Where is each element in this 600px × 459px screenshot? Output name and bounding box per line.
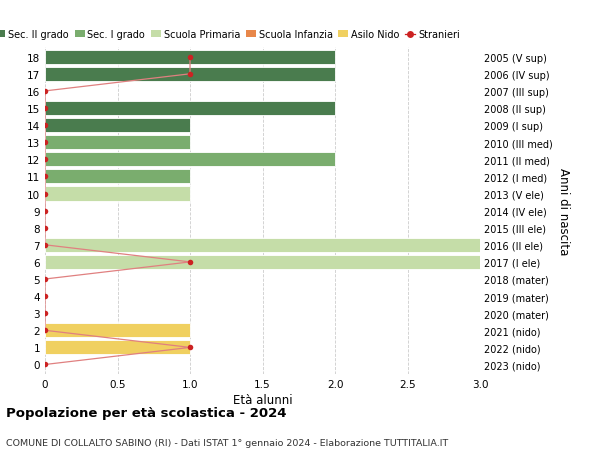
Bar xyxy=(45,153,335,167)
Point xyxy=(40,88,50,95)
Point xyxy=(40,122,50,129)
Bar xyxy=(45,187,190,201)
Point xyxy=(40,139,50,146)
Point xyxy=(40,276,50,283)
Bar xyxy=(45,238,480,252)
Bar xyxy=(45,255,480,269)
Point xyxy=(40,190,50,198)
Text: COMUNE DI COLLALTO SABINO (RI) - Dati ISTAT 1° gennaio 2024 - Elaborazione TUTTI: COMUNE DI COLLALTO SABINO (RI) - Dati IS… xyxy=(6,438,448,448)
Bar xyxy=(45,324,190,337)
Bar xyxy=(45,50,335,65)
Point xyxy=(185,71,195,78)
Bar xyxy=(45,119,190,133)
Point xyxy=(40,361,50,369)
Legend: Sec. II grado, Sec. I grado, Scuola Primaria, Scuola Infanzia, Asilo Nido, Stran: Sec. II grado, Sec. I grado, Scuola Prim… xyxy=(0,30,460,40)
Bar xyxy=(45,136,190,150)
Point xyxy=(40,241,50,249)
Point xyxy=(40,224,50,232)
Point xyxy=(185,54,195,61)
Bar xyxy=(45,341,190,355)
Point xyxy=(185,259,195,266)
Bar xyxy=(45,102,335,116)
Point xyxy=(40,105,50,112)
Point xyxy=(40,310,50,317)
Point xyxy=(40,327,50,334)
Point xyxy=(40,174,50,181)
Point xyxy=(40,156,50,163)
X-axis label: Età alunni: Età alunni xyxy=(233,393,292,406)
Point xyxy=(185,344,195,351)
Bar xyxy=(45,170,190,184)
Point xyxy=(40,293,50,300)
Bar xyxy=(45,67,335,82)
Point xyxy=(40,207,50,215)
Text: Popolazione per età scolastica - 2024: Popolazione per età scolastica - 2024 xyxy=(6,406,287,419)
Y-axis label: Anni di nascita: Anni di nascita xyxy=(557,168,569,255)
